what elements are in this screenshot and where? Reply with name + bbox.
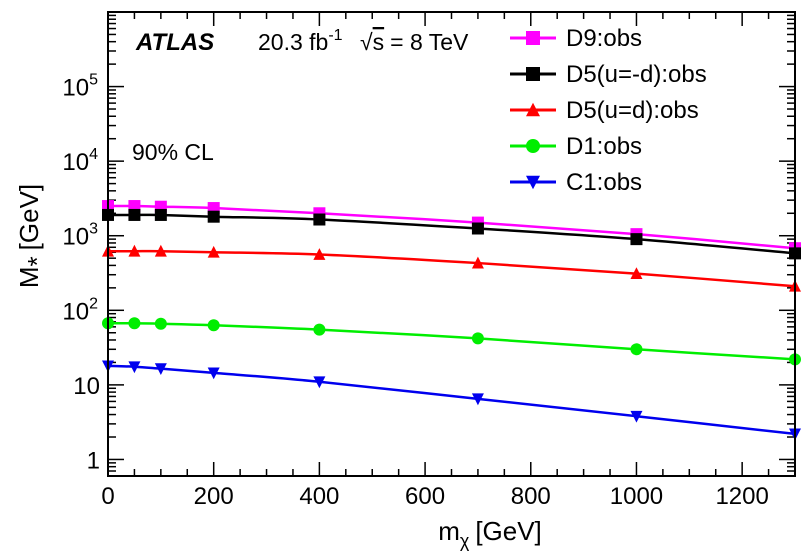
energy-label: √s = 8 TeV (360, 29, 469, 55)
x-tick-label: 1000 (610, 483, 663, 510)
confidence-level-label: 90% CL (132, 139, 214, 165)
data-point (471, 332, 484, 345)
data-point (128, 244, 141, 257)
x-tick-label: 400 (299, 483, 339, 510)
legend-label: C1:obs (566, 169, 642, 196)
data-point (154, 208, 167, 221)
legend-marker (526, 139, 540, 153)
y-tick-labels: 1 10 102 103 104 105 (62, 72, 100, 475)
data-point (630, 343, 643, 356)
data-point (313, 213, 326, 226)
data-point (128, 317, 141, 330)
legend-marker (526, 102, 540, 117)
y-tick-label: 105 (62, 72, 98, 102)
data-point (471, 222, 484, 235)
data-point (128, 361, 141, 374)
legend-label: D1:obs (566, 133, 642, 160)
legend-label: D5(u=-d):obs (566, 61, 707, 88)
data-point (207, 367, 220, 380)
x-tick-label: 200 (194, 483, 234, 510)
data-point (207, 245, 220, 258)
x-tick-label: 0 (101, 483, 114, 510)
y-tick-label: 102 (62, 295, 98, 325)
data-point (313, 248, 326, 260)
luminosity-label: 20.3 fb-1 (258, 27, 343, 55)
x-tick-labels: 0 200 400 600 800 1000 1200 (101, 483, 769, 510)
tick-marks (107, 11, 796, 477)
data-point (471, 393, 484, 406)
data-point (207, 319, 220, 332)
data-point (630, 410, 643, 423)
x-tick-label: 1200 (715, 483, 768, 510)
series-markers (102, 200, 801, 441)
legend-marker (526, 67, 540, 81)
series-line-4 (107, 364, 796, 436)
data-point (154, 244, 167, 257)
data-point (313, 376, 326, 389)
legend: D9:obs D5(u=-d):obs D5(u=d):obs D1:obs C1:ob… (510, 25, 707, 196)
x-axis-title: mχ [GeV] (438, 516, 542, 551)
y-tick-label: 10 (73, 373, 100, 400)
experiment-label: ATLAS (135, 29, 214, 56)
plot-frame (107, 11, 796, 477)
legend-marker (526, 31, 540, 45)
legend-marker (526, 175, 540, 190)
data-point (630, 267, 643, 280)
data-point (154, 363, 167, 376)
y-tick-label: 104 (62, 146, 98, 176)
data-point (154, 317, 167, 330)
legend-label: D9:obs (566, 25, 642, 52)
data-point (630, 233, 643, 246)
data-point (128, 208, 141, 221)
x-tick-label: 800 (511, 483, 551, 510)
legend-label: D5(u=d):obs (566, 97, 699, 124)
data-point (207, 210, 220, 223)
data-point (313, 323, 326, 336)
y-tick-label: 1 (87, 447, 100, 474)
data-point (471, 256, 484, 269)
y-axis-title: M*[GeV] (14, 184, 52, 288)
x-tick-label: 600 (405, 483, 445, 510)
y-tick-label: 103 (62, 221, 98, 251)
